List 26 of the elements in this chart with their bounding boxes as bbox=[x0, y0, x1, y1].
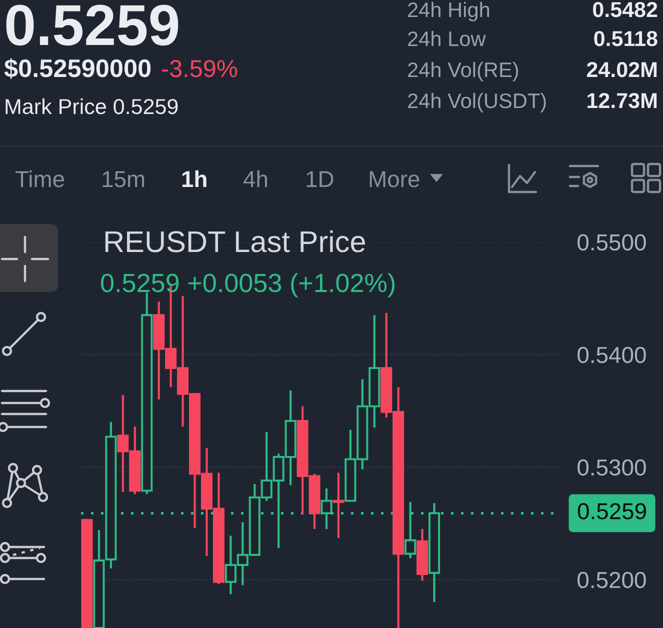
text: 0.5259 +0.0053 (+1.02%) bbox=[101, 273, 395, 298]
y-tick-label: 0.5300 bbox=[578, 459, 646, 476]
text: Time bbox=[16, 170, 64, 188]
text: 1h bbox=[182, 170, 206, 187]
chart-title: REUSDT Last Price bbox=[105, 230, 365, 252]
text: 0.5118 bbox=[594, 30, 658, 46]
text: 0.5482 bbox=[593, 2, 658, 18]
candlestick bbox=[332, 472, 344, 540]
text: 1D bbox=[306, 171, 334, 187]
text: 4h bbox=[244, 170, 268, 187]
text: Mark Price 0.5259 bbox=[6, 98, 178, 114]
text: 24h Vol(RE) bbox=[408, 62, 518, 82]
text: More bbox=[370, 171, 420, 188]
text: 24.02M bbox=[586, 62, 657, 78]
text: 15m bbox=[102, 171, 144, 188]
text: 0.5259 bbox=[6, 4, 178, 46]
text: -3.59% bbox=[162, 60, 238, 78]
text: 12.73M bbox=[588, 92, 657, 108]
text: 24h Vol(USDT) bbox=[408, 92, 546, 112]
text: 24h Low bbox=[408, 30, 486, 46]
text: $0.52590000 bbox=[4, 58, 151, 79]
text: 24h High bbox=[408, 2, 490, 22]
y-tick-label: 0.5500 bbox=[578, 234, 646, 251]
y-tick-label: 0.5400 bbox=[578, 346, 646, 364]
y-tick-label: 0.5200 bbox=[578, 572, 646, 588]
ref-line-label: 0.5259 bbox=[578, 503, 646, 520]
